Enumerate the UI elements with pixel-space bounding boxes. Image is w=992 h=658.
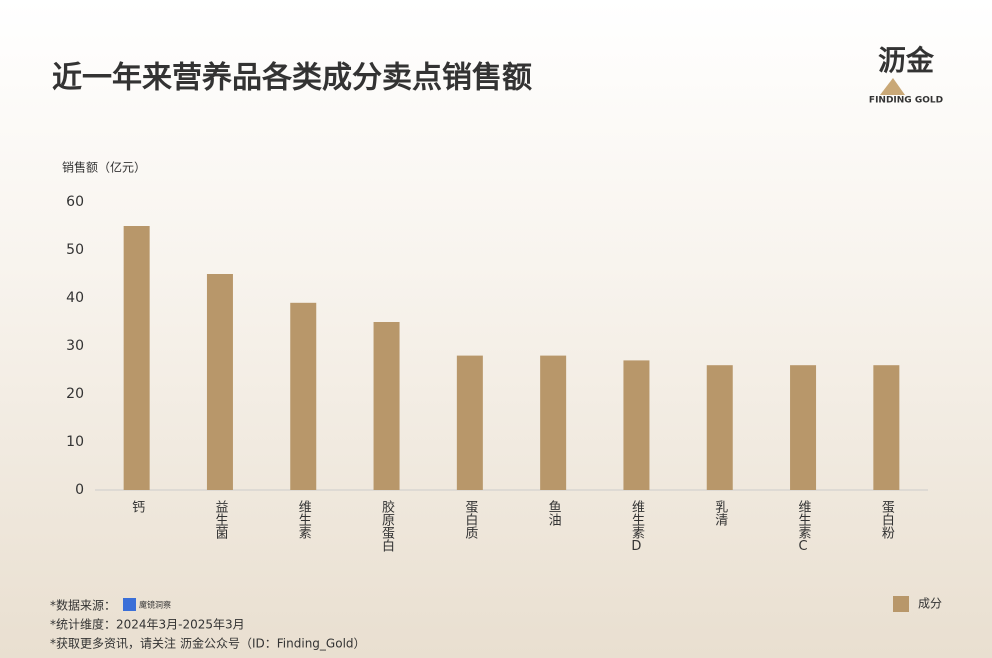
y-tick-label: 50 bbox=[66, 242, 84, 258]
y-tick-label: 10 bbox=[66, 434, 84, 450]
bar bbox=[706, 365, 733, 490]
brand-sub: FINDING GOLD bbox=[869, 96, 943, 106]
y-axis-label: 销售额（亿元） bbox=[62, 160, 146, 175]
x-tick-label: 益生菌 bbox=[212, 500, 228, 539]
y-tick-label: 40 bbox=[66, 290, 84, 306]
x-tick-label: 维生素D bbox=[629, 500, 645, 554]
account: 沥金公众号（ID：Finding_Gold） bbox=[180, 636, 366, 651]
y-tick-label: 20 bbox=[66, 386, 84, 402]
more-info: *获取更多资讯，请关注 bbox=[50, 636, 176, 651]
x-tick-label: 维生素C bbox=[796, 500, 812, 554]
x-tick-label: 蛋白粉 bbox=[879, 500, 895, 539]
y-tick-label: 60 bbox=[66, 194, 84, 210]
legend-label: 成分 bbox=[918, 597, 942, 611]
title: 近一年来营养品各类成分卖点销售额 bbox=[52, 61, 532, 96]
x-tick-label: 蛋白质 bbox=[462, 500, 478, 539]
bar bbox=[873, 365, 900, 490]
bar bbox=[373, 322, 400, 490]
x-tick-label: 胶原蛋白 bbox=[379, 499, 395, 552]
x-tick-label: 乳清 bbox=[712, 500, 728, 526]
y-tick-label: 30 bbox=[66, 338, 84, 354]
bar bbox=[456, 355, 483, 490]
bar bbox=[123, 226, 150, 490]
bar bbox=[206, 274, 233, 490]
source-logo: 魔镜洞察 bbox=[139, 600, 171, 610]
legend-swatch bbox=[893, 596, 909, 612]
source-logo-icon bbox=[123, 598, 136, 611]
bar bbox=[790, 365, 817, 490]
source-label: *数据来源： bbox=[50, 598, 116, 613]
x-tick-label: 维生素 bbox=[296, 500, 312, 539]
x-tick-label: 鱼油 bbox=[546, 499, 562, 526]
period: *统计维度：2024年3月-2025年3月 bbox=[50, 617, 245, 632]
brand: 沥金 bbox=[878, 44, 935, 77]
bar bbox=[290, 302, 317, 490]
brand-mark bbox=[880, 78, 905, 95]
bar bbox=[623, 360, 650, 490]
bar bbox=[540, 355, 567, 490]
y-tick-label: 0 bbox=[75, 482, 84, 498]
x-tick-label: 钙 bbox=[129, 500, 145, 513]
